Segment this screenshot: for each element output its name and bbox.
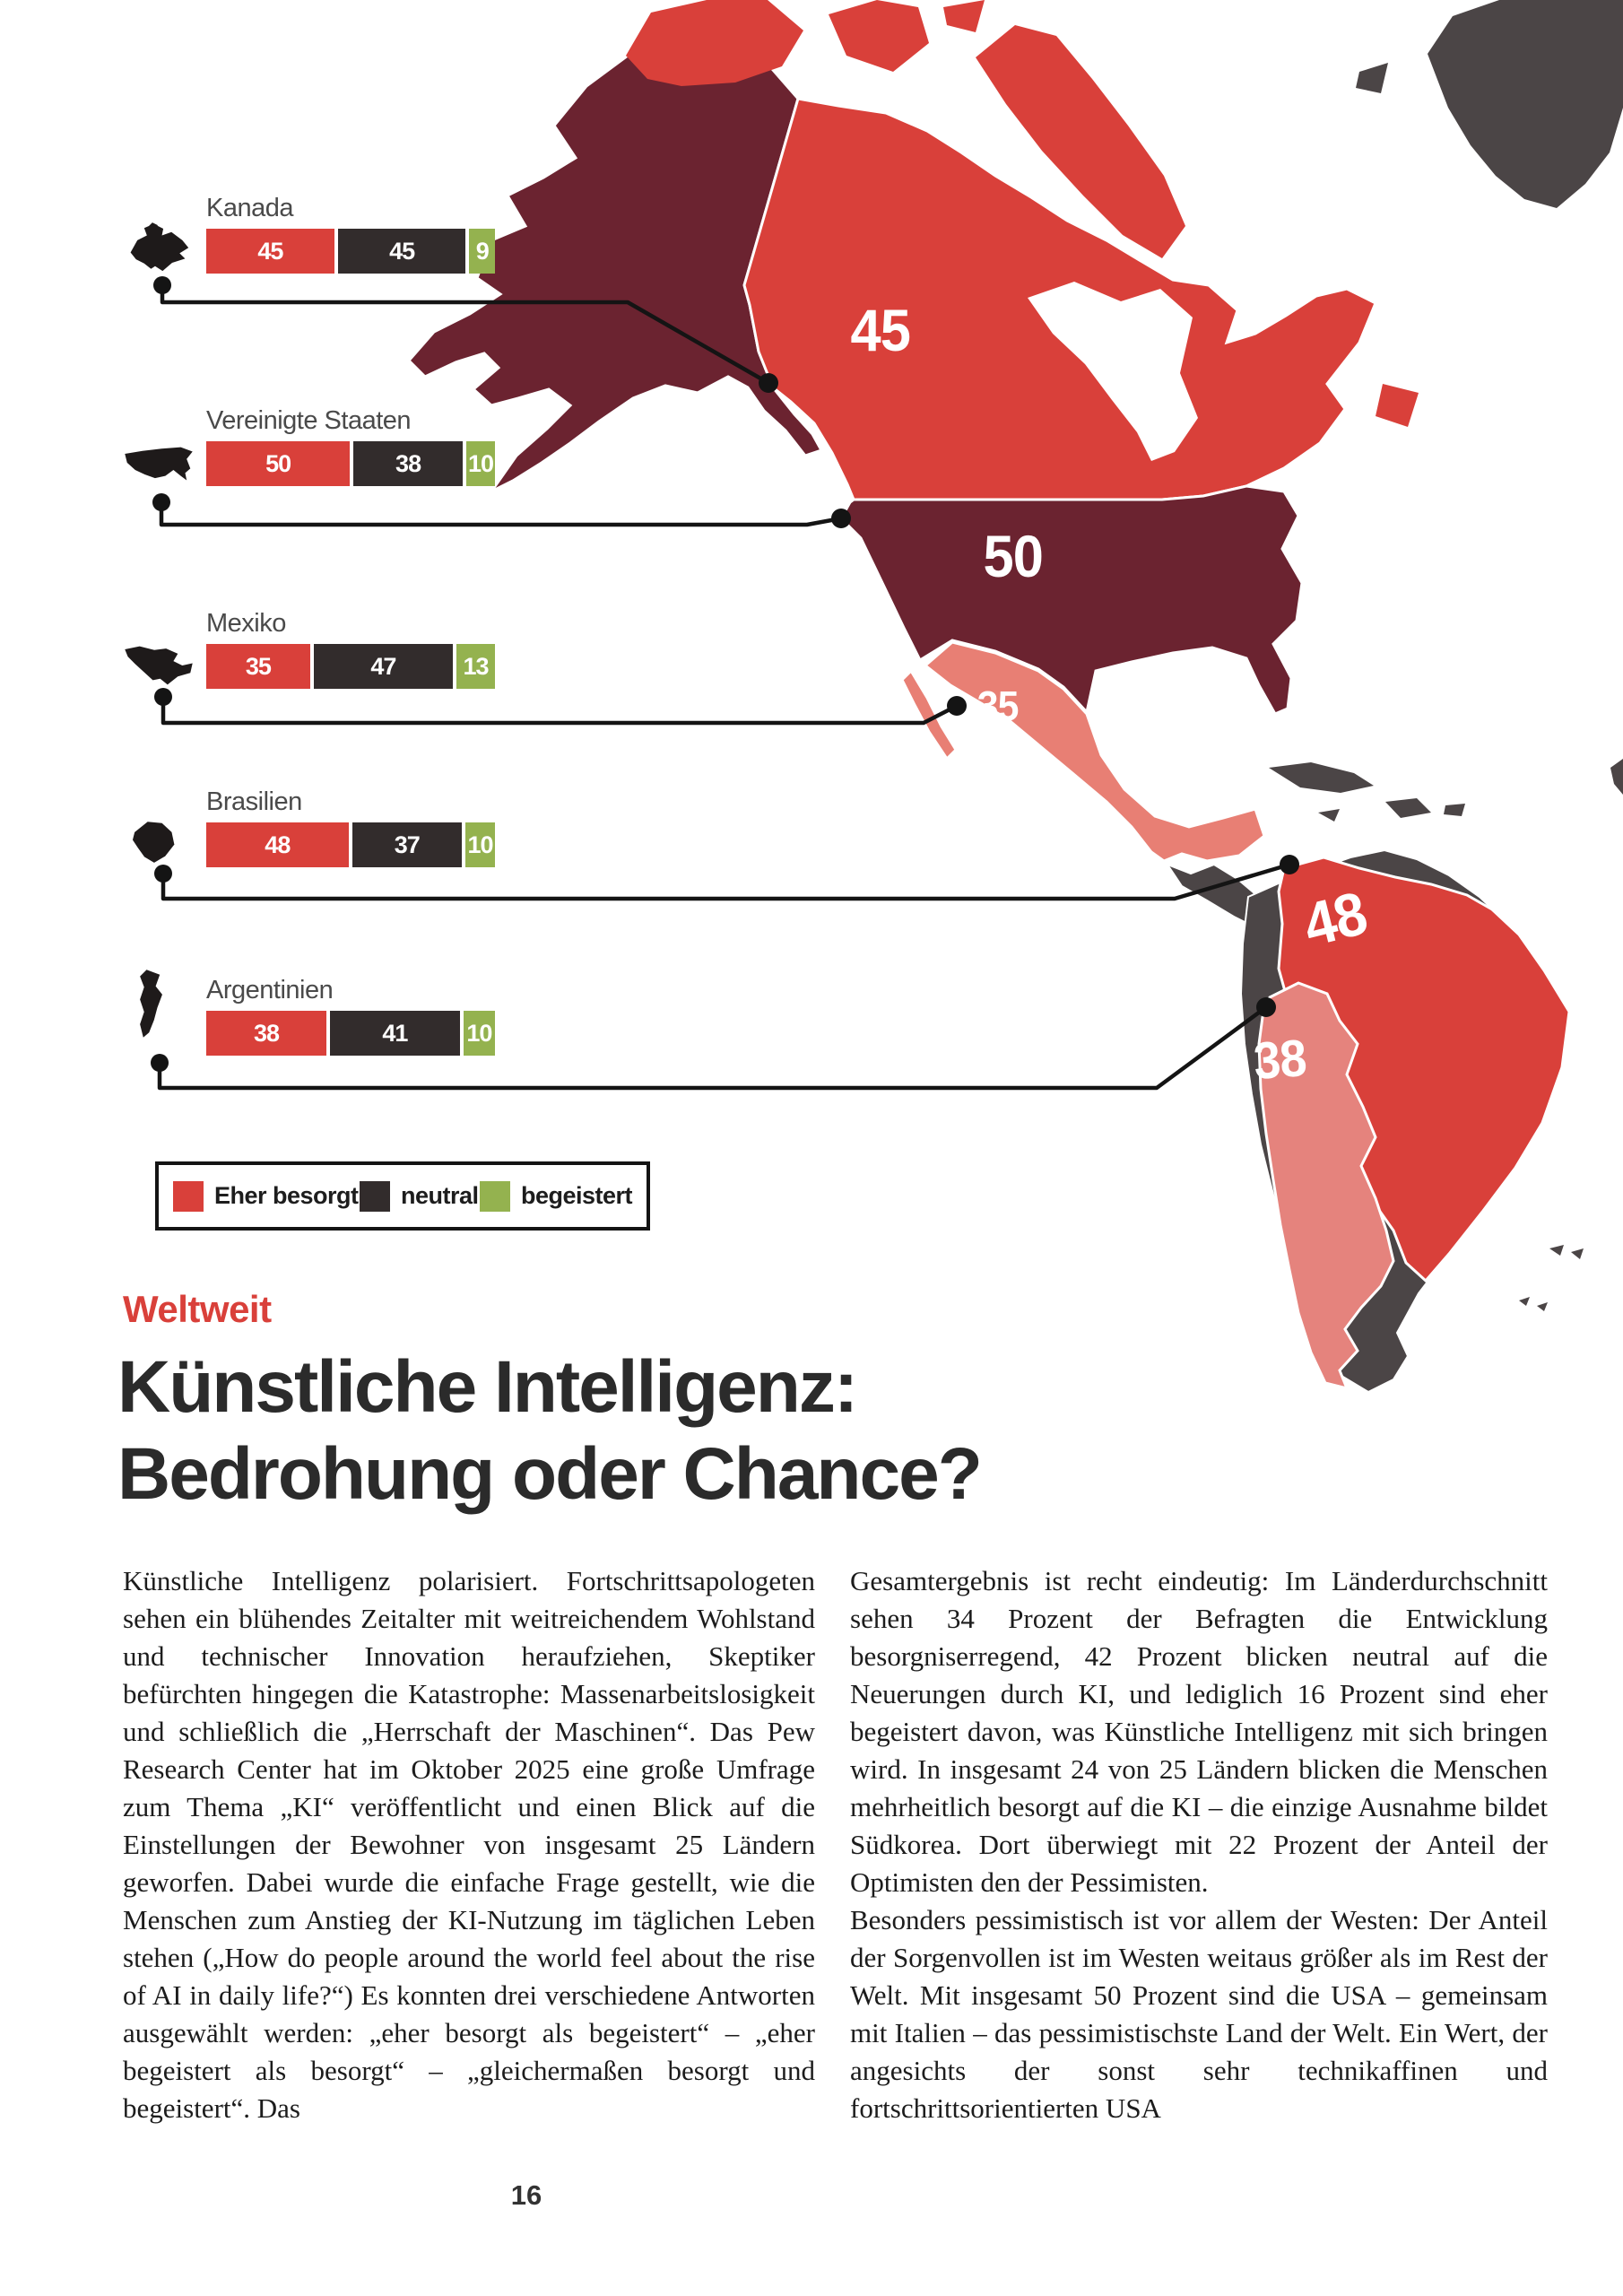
canada-icon xyxy=(130,222,189,272)
map-arctic-islands xyxy=(626,0,1419,427)
country-label: Vereinigte Staaten xyxy=(206,406,412,435)
bar-besorgt: 48 xyxy=(206,822,349,867)
legend-item-besorgt: Eher besorgt xyxy=(173,1180,359,1212)
country-bars: 45 45 9 xyxy=(206,229,496,274)
country-label: Brasilien xyxy=(206,787,302,816)
bar-begeistert: 9 xyxy=(469,229,496,274)
map-shape-greenland xyxy=(1356,0,1623,208)
map-value-mexiko: 35 xyxy=(976,683,1020,729)
map-hudson-bay xyxy=(1028,282,1198,461)
map-shape-caribbean xyxy=(1269,762,1465,822)
headline: Künstliche Intelligenz: Bedrohung oder C… xyxy=(117,1344,983,1518)
country-bars: 50 38 10 xyxy=(206,441,495,486)
article-column-right: Gesamtergebnis ist recht eindeutig: Im L… xyxy=(850,1562,1548,2127)
bar-begeistert: 10 xyxy=(465,441,495,486)
headline-line2: Bedrohung oder Chance? xyxy=(117,1433,983,1515)
bar-begeistert: 10 xyxy=(463,1011,495,1056)
bar-besorgt: 35 xyxy=(206,644,310,689)
map-value-kanada: 45 xyxy=(850,297,910,363)
country-bars: 38 41 10 xyxy=(206,1011,495,1056)
legend-swatch-dark xyxy=(359,1180,390,1212)
map-shape-mexico xyxy=(900,640,1266,863)
map-shape-usa xyxy=(839,484,1304,716)
argentina-icon xyxy=(140,970,162,1038)
country-label: Argentinien xyxy=(206,976,334,1004)
paragraph: Besonders pessimistisch ist vor allem de… xyxy=(850,1904,1548,2124)
country-row-usa: Vereinigte Staaten 50 38 10 xyxy=(123,405,517,486)
page-number: 16 xyxy=(510,2179,542,2211)
bar-besorgt: 50 xyxy=(206,441,351,486)
country-row-brasilien: Brasilien 48 37 10 xyxy=(123,787,517,867)
legend-swatch-red xyxy=(173,1180,204,1212)
bar-neutral: 38 xyxy=(353,441,463,486)
bar-begeistert: 13 xyxy=(456,644,495,689)
article-column-left: Künstliche Intelligenz polarisiert. Fort… xyxy=(123,1562,815,2127)
legend-item-neutral: neutral xyxy=(359,1180,479,1212)
country-label: Kanada xyxy=(206,194,294,222)
legend: Eher besorgt neutral begeistert xyxy=(155,1161,650,1231)
bar-neutral: 47 xyxy=(313,644,454,689)
bar-neutral: 41 xyxy=(330,1011,460,1056)
country-row-argentinien: Argentinien 38 41 10 xyxy=(123,975,517,1056)
map-value-argentinien: 38 xyxy=(1251,1029,1308,1091)
mexico-icon xyxy=(125,646,193,685)
bar-besorgt: 45 xyxy=(206,229,334,274)
paragraph: Gesamtergebnis ist recht eindeutig: Im L… xyxy=(850,1565,1548,1898)
legend-item-begeistert: begeistert xyxy=(479,1180,633,1212)
country-label: Mexiko xyxy=(206,609,286,638)
country-bars: 35 47 13 xyxy=(206,644,495,689)
usa-icon xyxy=(125,447,193,481)
bar-begeistert: 10 xyxy=(464,822,495,867)
map-value-usa: 50 xyxy=(983,523,1043,589)
country-row-mexiko: Mexiko 35 47 13 xyxy=(123,608,517,689)
bar-besorgt: 38 xyxy=(206,1011,327,1056)
connector-dots xyxy=(151,276,1299,1072)
country-row-kanada: Kanada 45 45 9 xyxy=(123,193,517,274)
brazil-icon xyxy=(132,822,175,863)
kicker: Weltweit xyxy=(123,1288,272,1330)
headline-line1: Künstliche Intelligenz: xyxy=(117,1346,858,1428)
paragraph: Künstliche Intelligenz polarisiert. Fort… xyxy=(123,1565,815,2124)
bar-neutral: 45 xyxy=(337,229,466,274)
country-bars: 48 37 10 xyxy=(206,822,495,867)
legend-swatch-green xyxy=(479,1180,510,1212)
map-shape-argentina xyxy=(1257,981,1395,1391)
bar-neutral: 37 xyxy=(352,822,462,867)
map-shape-alaska xyxy=(406,32,824,493)
